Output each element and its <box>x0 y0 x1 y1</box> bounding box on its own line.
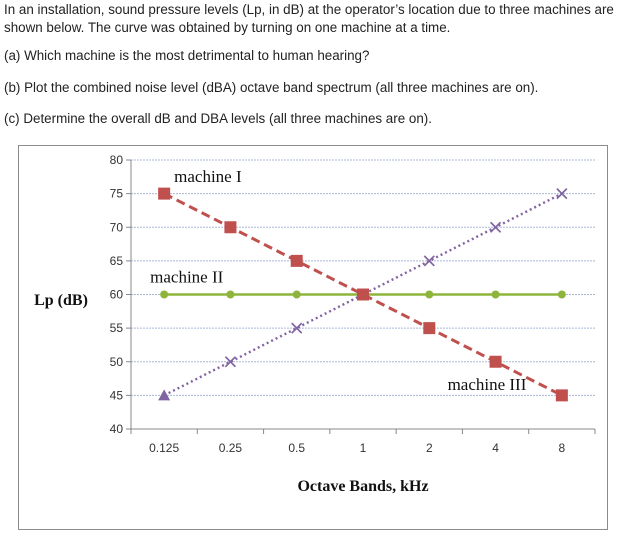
marker-machine-III <box>556 188 568 200</box>
annotation-machine-III: machine III <box>448 375 527 394</box>
y-tick-label: 60 <box>110 288 124 302</box>
marker-machine-II <box>491 290 500 299</box>
marker-machine-I <box>224 221 237 234</box>
marker-stroke <box>490 221 502 233</box>
marker-machine-II <box>557 290 566 299</box>
y-tick-label: 70 <box>110 220 124 234</box>
y-tick-label: 50 <box>110 355 124 369</box>
annotation-machine-I: machine I <box>174 167 242 186</box>
x-tick-label: 0.125 <box>149 441 179 455</box>
question-part-b: (b) Plot the combined noise level (dBA) … <box>4 80 539 95</box>
y-tick-label: 75 <box>110 187 124 201</box>
question-part-a: (a) Which machine is the most detrimenta… <box>4 48 370 63</box>
marker-stroke <box>423 255 435 267</box>
axes: 40 45 50 55 60 65 70 75 80 0.125 0.25 0.5 1 2 4 8 <box>110 153 596 455</box>
marker-machine-II <box>292 290 301 299</box>
x-tick-label: 1 <box>360 441 367 455</box>
x-tick-label: 8 <box>559 441 566 455</box>
marker-machine-I <box>290 254 303 267</box>
x-tick-label: 4 <box>492 441 499 455</box>
marker-stroke <box>556 188 568 200</box>
y-tick-label: 65 <box>110 254 124 268</box>
marker-machine-II <box>160 290 169 299</box>
question-intro: In an installation, sound pressure level… <box>4 2 614 35</box>
x-tick-label: 0.25 <box>219 441 243 455</box>
y-tick-label: 45 <box>110 388 124 402</box>
marker-machine-I <box>423 322 436 335</box>
marker-machine-III <box>490 221 502 233</box>
x-tick-label: 2 <box>426 441 433 455</box>
marker-machine-III <box>224 356 236 368</box>
y-tick-label: 80 <box>110 153 124 167</box>
question-part-c: (c) Determine the overall dB and DBA lev… <box>4 111 432 126</box>
x-axis-title: Octave Bands, kHz <box>297 478 428 495</box>
marker-machine-III <box>291 322 303 334</box>
marker-machine-I <box>555 389 568 402</box>
chart-frame: 40 45 50 55 60 65 70 75 80 0.125 0.25 0.5 1 2 4 8 Lp (d… <box>18 145 608 530</box>
noise-chart: 40 45 50 55 60 65 70 75 80 0.125 0.25 0.5 1 2 4 8 Lp (d… <box>34 153 596 495</box>
y-tick-label: 55 <box>110 321 124 335</box>
marker-stroke <box>291 322 303 334</box>
marker-machine-I <box>158 187 171 200</box>
marker-machine-I <box>357 288 369 301</box>
series-layer <box>158 187 568 402</box>
y-axis-title: Lp (dB) <box>34 292 88 309</box>
annotation-machine-II: machine II <box>150 267 223 286</box>
y-tick-label: 40 <box>110 422 124 436</box>
labels-layer: Lp (dB) Octave Bands, kHz machine I machine… <box>34 167 527 495</box>
marker-machine-III <box>158 389 171 401</box>
marker-machine-II <box>226 290 235 299</box>
marker-stroke <box>224 356 236 368</box>
x-tick-label: 0.5 <box>288 441 305 455</box>
marker-machine-III <box>423 255 435 267</box>
marker-machine-II <box>425 290 434 299</box>
marker-machine-I <box>489 355 502 368</box>
